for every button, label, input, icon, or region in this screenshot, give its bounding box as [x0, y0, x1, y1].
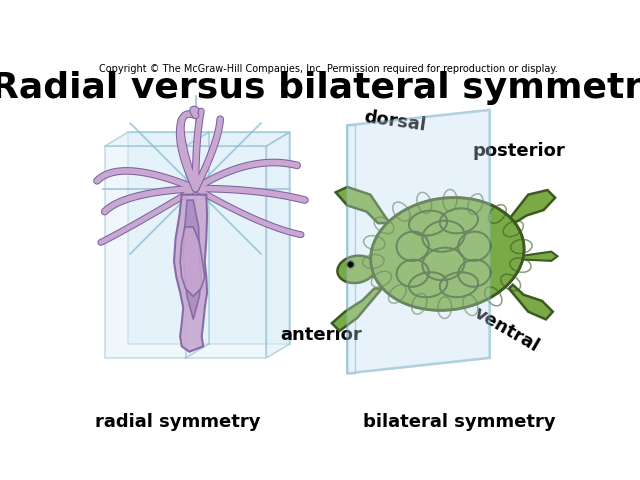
Polygon shape	[348, 110, 490, 373]
Polygon shape	[348, 110, 490, 373]
Polygon shape	[332, 288, 382, 331]
Ellipse shape	[371, 198, 524, 310]
Polygon shape	[348, 125, 355, 373]
Ellipse shape	[337, 256, 376, 283]
Polygon shape	[183, 200, 201, 319]
Text: posterior: posterior	[472, 142, 565, 160]
Text: Radial versus bilateral symmetry: Radial versus bilateral symmetry	[0, 72, 640, 106]
Polygon shape	[371, 254, 390, 277]
Text: dorsal: dorsal	[363, 108, 427, 134]
Text: Copyright © The McGraw-Hill Companies, Inc. Permission required for reproduction: Copyright © The McGraw-Hill Companies, I…	[99, 64, 557, 74]
Polygon shape	[105, 132, 289, 146]
Polygon shape	[180, 227, 205, 296]
Ellipse shape	[371, 198, 524, 310]
Polygon shape	[174, 195, 207, 352]
Polygon shape	[509, 285, 553, 319]
Text: anterior: anterior	[280, 325, 362, 344]
Text: ventral: ventral	[470, 304, 542, 356]
Text: radial symmetry: radial symmetry	[95, 413, 260, 432]
Polygon shape	[519, 252, 557, 261]
Polygon shape	[128, 132, 289, 344]
Polygon shape	[509, 190, 555, 223]
Polygon shape	[105, 146, 266, 358]
Polygon shape	[266, 132, 289, 358]
Text: bilateral symmetry: bilateral symmetry	[363, 413, 556, 432]
Polygon shape	[336, 187, 390, 223]
